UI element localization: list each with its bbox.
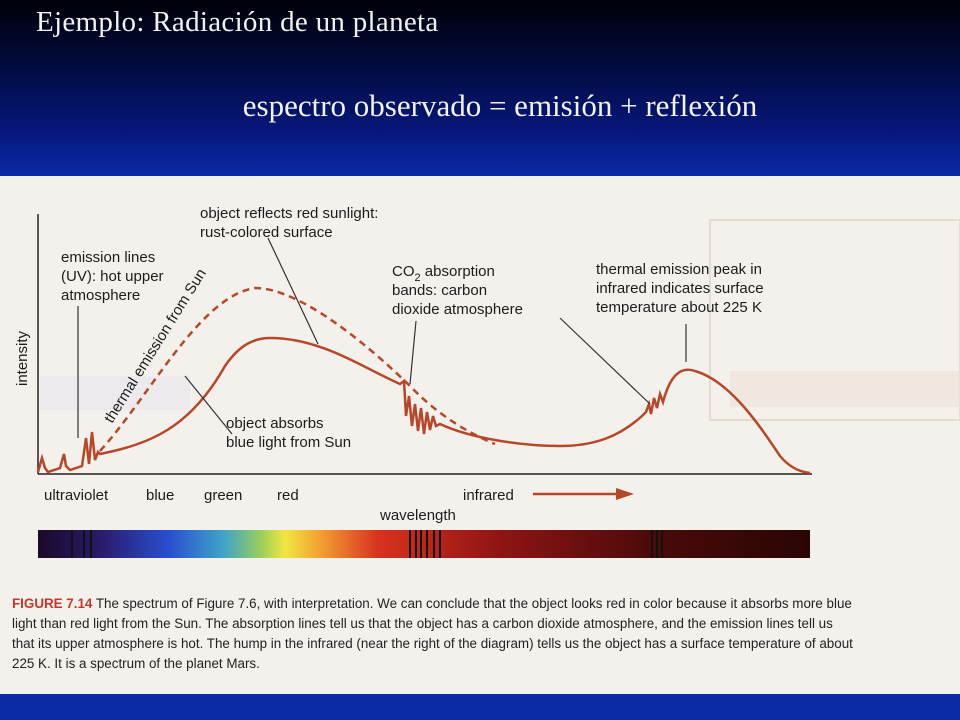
sun-thermal-emission-curve bbox=[99, 286, 496, 452]
emission-lines-label: emission lines (UV): hot upper atmospher… bbox=[61, 249, 168, 304]
observed-spectrum-curve bbox=[36, 336, 811, 475]
caption-line-2: light than red light from the Sun. The a… bbox=[12, 616, 833, 631]
spectrum-absorption-lines bbox=[71, 530, 663, 558]
ghost-frame bbox=[709, 219, 960, 421]
caption-line-4: 225 K. It is a spectrum of the planet Ma… bbox=[12, 656, 260, 671]
caption-line-3: that its upper atmosphere is hot. The hu… bbox=[12, 636, 853, 651]
caption-line-1: FIGURE 7.14 The spectrum of Figure 7.6, … bbox=[12, 596, 852, 611]
ghost-spectrum-strip bbox=[40, 376, 190, 410]
spectrum-figure: intensity emission lines (UV): hot upper… bbox=[0, 176, 960, 694]
x-region-infrared: infrared bbox=[463, 487, 514, 504]
x-region-ultraviolet: ultraviolet bbox=[44, 487, 109, 504]
ghost-spectrum-strip bbox=[730, 371, 960, 407]
infrared-arrow-head bbox=[616, 488, 634, 500]
x-region-red: red bbox=[277, 487, 299, 504]
absorbs-blue-label: object absorbs blue light from Sun bbox=[226, 415, 351, 451]
slide-subtitle: espectro observado = emisión + reflexión bbox=[242, 88, 758, 123]
y-axis-label: intensity bbox=[14, 330, 31, 386]
color-spectrum-bar bbox=[38, 530, 810, 558]
x-region-blue: blue bbox=[146, 487, 174, 504]
slide-title: Ejemplo: Radiación de un planeta bbox=[36, 6, 439, 38]
bottom-band bbox=[0, 694, 960, 720]
co2-absorption-label: CO2 absorption bands: carbon dioxide atm… bbox=[392, 263, 523, 318]
annotation-pointers bbox=[77, 237, 687, 438]
spectrum-diagram: intensity emission lines (UV): hot upper… bbox=[12, 205, 960, 671]
thermal-peak-label: thermal emission peak in infrared indica… bbox=[596, 261, 768, 316]
reflects-red-label: object reflects red sunlight: rust-color… bbox=[200, 205, 383, 241]
x-axis-label: wavelength bbox=[379, 507, 456, 524]
x-region-green: green bbox=[204, 487, 242, 504]
